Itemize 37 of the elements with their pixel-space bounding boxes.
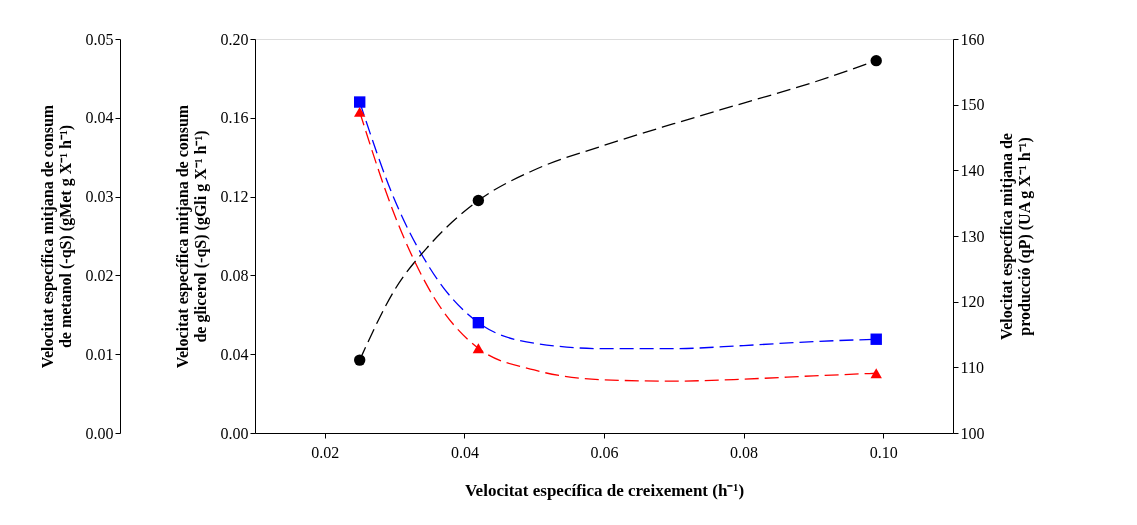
y2-tick-label: 0.12 (220, 188, 249, 206)
point (472, 316, 485, 329)
y3-tick-label: 160 (960, 30, 985, 48)
y-axis-title: Velocitat específica mitjana de consum de metanol (-qS) (gMet g X⁻¹ h⁻¹) (38, 104, 75, 369)
y3-tick-label: 150 (960, 96, 985, 114)
y3-tick-label: 140 (960, 161, 985, 179)
x-tick-label: 0.10 (869, 443, 898, 461)
point (870, 368, 882, 379)
point (472, 194, 485, 207)
y2-axis-title: Velocitat específica mitjana de consum de glicerol (-qS) (gGli g X⁻¹ h⁻¹) (173, 104, 210, 369)
x-tick-label: 0.08 (730, 443, 759, 461)
y2-tick-label: 0.04 (220, 345, 249, 363)
x-tick-label: 0.06 (590, 443, 619, 461)
point (870, 54, 882, 67)
y3-tick-label: 100 (960, 424, 985, 442)
y-tick-label: 0.03 (85, 188, 114, 206)
y3-tick-label: 110 (960, 358, 984, 376)
x-tick-label: 0.02 (311, 443, 340, 461)
x-tick-label: 0.04 (450, 443, 479, 461)
point (472, 343, 485, 354)
x-axis-title: Velocitat específica de creixement (h⁻¹) (464, 480, 745, 500)
point (354, 354, 366, 366)
y2-tick-label: 0.08 (220, 266, 249, 284)
y2-tick-label: 0.20 (220, 30, 249, 48)
y3-tick-label: 120 (960, 293, 985, 311)
point (354, 96, 366, 108)
point (354, 106, 366, 117)
y-tick-label: 0.05 (85, 30, 114, 48)
point (870, 333, 882, 345)
y3-tick-label: 130 (960, 227, 985, 245)
y2-tick-label: 0.16 (220, 109, 249, 127)
y-tick-label: 0.00 (85, 424, 114, 442)
y-tick-label: 0.01 (85, 345, 114, 363)
y2-tick-label: 0.00 (220, 424, 249, 442)
y-tick-label: 0.04 (85, 109, 114, 127)
y3-axis-title: Velocitat específica mitjana de producció (qP) (UA g X⁻¹ h⁻¹) (997, 133, 1034, 340)
y-tick-label: 0.02 (85, 266, 114, 284)
